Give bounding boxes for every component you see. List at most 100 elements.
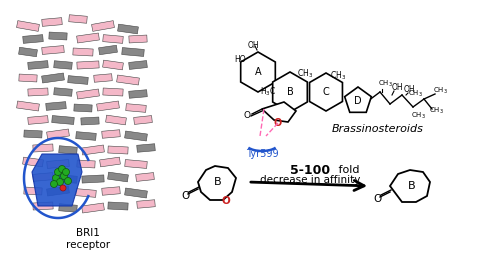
Circle shape	[60, 172, 68, 180]
Text: CH$_3$: CH$_3$	[297, 68, 313, 80]
Polygon shape	[128, 90, 148, 98]
Text: CH$_3$: CH$_3$	[432, 86, 448, 96]
Circle shape	[50, 181, 58, 187]
Text: D: D	[354, 96, 362, 106]
Polygon shape	[262, 102, 296, 122]
Polygon shape	[28, 116, 48, 124]
Text: H$_3$C: H$_3$C	[260, 86, 276, 98]
Text: decrease in affinity: decrease in affinity	[260, 175, 360, 185]
Polygon shape	[344, 87, 372, 112]
Polygon shape	[16, 21, 40, 31]
Polygon shape	[33, 144, 53, 152]
Polygon shape	[134, 116, 152, 124]
Polygon shape	[128, 60, 148, 69]
Text: C: C	[322, 87, 330, 97]
Polygon shape	[100, 157, 120, 167]
Polygon shape	[136, 200, 156, 208]
Polygon shape	[42, 45, 64, 54]
Polygon shape	[390, 170, 430, 202]
Polygon shape	[16, 101, 40, 111]
Polygon shape	[18, 47, 38, 57]
Polygon shape	[24, 187, 42, 195]
Text: O: O	[222, 196, 230, 206]
Polygon shape	[92, 21, 114, 31]
Polygon shape	[108, 172, 128, 182]
Polygon shape	[54, 88, 72, 96]
Polygon shape	[58, 146, 78, 154]
Text: HO: HO	[234, 55, 246, 64]
Text: O: O	[244, 110, 250, 119]
Polygon shape	[28, 88, 48, 96]
Text: CH$_3$: CH$_3$	[330, 70, 346, 82]
Circle shape	[60, 185, 66, 191]
Circle shape	[58, 166, 66, 172]
Polygon shape	[32, 173, 54, 181]
Polygon shape	[94, 74, 112, 82]
Text: Brassinosteroids: Brassinosteroids	[332, 124, 424, 134]
Polygon shape	[124, 188, 148, 198]
Polygon shape	[68, 76, 88, 84]
Polygon shape	[108, 146, 128, 154]
Polygon shape	[102, 35, 124, 43]
Text: OH: OH	[391, 83, 403, 91]
Polygon shape	[52, 116, 74, 124]
Polygon shape	[46, 129, 70, 139]
Polygon shape	[58, 175, 78, 183]
Polygon shape	[22, 157, 44, 167]
Circle shape	[64, 178, 71, 184]
Polygon shape	[82, 145, 104, 155]
Polygon shape	[106, 115, 126, 125]
Text: CH$_3$: CH$_3$	[410, 111, 426, 121]
Polygon shape	[136, 144, 156, 152]
Polygon shape	[76, 89, 100, 99]
Polygon shape	[129, 35, 147, 43]
Text: BRI1
receptor: BRI1 receptor	[66, 228, 110, 250]
Circle shape	[52, 174, 60, 182]
Polygon shape	[310, 73, 342, 111]
Polygon shape	[76, 189, 96, 197]
Polygon shape	[124, 160, 148, 168]
Polygon shape	[28, 61, 48, 69]
Polygon shape	[136, 172, 154, 181]
Polygon shape	[22, 35, 44, 43]
Polygon shape	[116, 75, 140, 85]
Polygon shape	[126, 104, 146, 112]
Polygon shape	[68, 15, 87, 23]
Polygon shape	[96, 101, 120, 111]
Text: fold: fold	[335, 165, 359, 175]
Polygon shape	[102, 60, 124, 70]
Polygon shape	[77, 61, 99, 69]
Polygon shape	[42, 73, 64, 83]
Polygon shape	[54, 61, 72, 69]
Text: CH$_3$: CH$_3$	[378, 79, 392, 89]
Polygon shape	[76, 132, 96, 140]
Polygon shape	[46, 102, 66, 110]
Text: B: B	[408, 181, 416, 191]
Polygon shape	[102, 130, 120, 138]
Text: O: O	[373, 194, 381, 204]
Polygon shape	[46, 160, 70, 168]
Polygon shape	[122, 47, 144, 56]
Polygon shape	[272, 72, 308, 112]
Circle shape	[56, 179, 64, 185]
Polygon shape	[58, 204, 78, 212]
Polygon shape	[24, 130, 42, 138]
Polygon shape	[46, 186, 70, 196]
Polygon shape	[19, 74, 37, 82]
Polygon shape	[124, 131, 148, 141]
Circle shape	[62, 168, 70, 176]
Polygon shape	[82, 175, 104, 183]
Polygon shape	[103, 88, 123, 96]
Text: B: B	[286, 87, 294, 97]
Text: OH: OH	[403, 85, 415, 93]
Polygon shape	[77, 160, 95, 168]
Text: OH: OH	[247, 41, 259, 51]
Polygon shape	[49, 32, 67, 40]
Circle shape	[54, 168, 62, 176]
Polygon shape	[81, 117, 99, 125]
Text: B: B	[214, 177, 222, 187]
Polygon shape	[102, 187, 120, 195]
Polygon shape	[240, 52, 276, 92]
Text: CH$_3$: CH$_3$	[428, 106, 444, 116]
Polygon shape	[73, 48, 93, 56]
